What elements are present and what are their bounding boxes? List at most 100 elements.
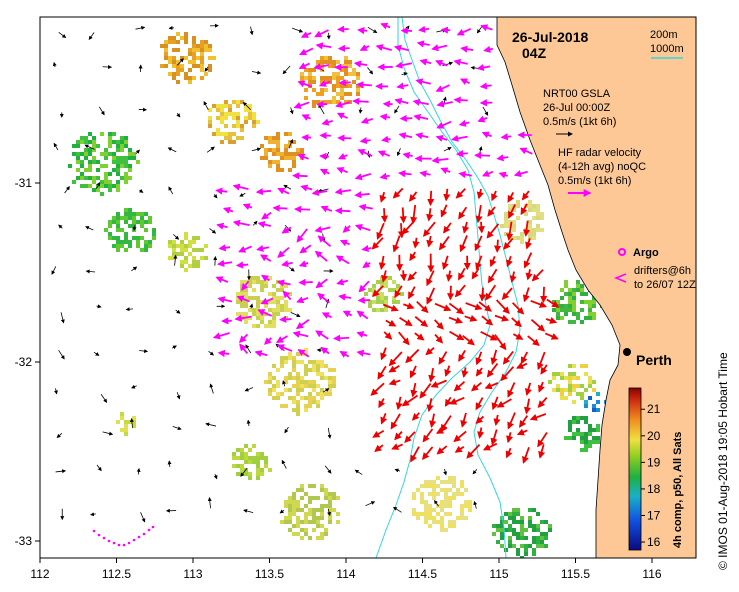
radar-arrow bbox=[507, 412, 516, 430]
sst-pixel bbox=[312, 100, 316, 104]
sst-pixel bbox=[544, 544, 548, 548]
sst-pixel bbox=[288, 528, 292, 532]
radar-arrow bbox=[372, 285, 384, 298]
sst-pixel bbox=[424, 516, 428, 520]
sst-pixel bbox=[244, 120, 248, 124]
gsla-arrow bbox=[279, 509, 285, 514]
sst-pixel bbox=[268, 468, 272, 472]
sst-pixel bbox=[368, 288, 372, 292]
sst-pixel bbox=[112, 160, 116, 164]
sst-pixel bbox=[296, 384, 300, 388]
radar-arrow bbox=[461, 367, 469, 378]
sst-pixel bbox=[252, 280, 256, 284]
sst-pixel bbox=[572, 288, 576, 292]
sst-pixel bbox=[580, 448, 584, 452]
sst-pixel bbox=[268, 136, 272, 140]
sst-pixel bbox=[512, 528, 516, 532]
sst-pixel bbox=[296, 360, 300, 364]
sst-pixel bbox=[296, 392, 300, 396]
sst-pixel bbox=[316, 536, 320, 540]
sst-pixel bbox=[268, 320, 272, 324]
sst-pixel bbox=[432, 492, 436, 496]
radar-arrow bbox=[462, 334, 475, 346]
sst-pixel bbox=[208, 48, 212, 52]
sst-pixel bbox=[516, 200, 520, 204]
sst-pixel bbox=[88, 164, 92, 168]
sst-pixel bbox=[316, 372, 320, 376]
sst-pixel bbox=[592, 316, 596, 320]
sst-pixel bbox=[108, 132, 112, 136]
radar-arrow bbox=[431, 156, 449, 164]
sst-pixel bbox=[552, 376, 556, 380]
sst-pixel bbox=[340, 64, 344, 68]
sst-pixel bbox=[300, 396, 304, 400]
sst-pixel bbox=[260, 144, 264, 148]
sst-pixel bbox=[452, 476, 456, 480]
sst-pixel bbox=[532, 536, 536, 540]
sst-pixel bbox=[448, 500, 452, 504]
sst-pixel bbox=[580, 392, 584, 396]
sst-pixel bbox=[588, 316, 592, 320]
gsla-arrow bbox=[172, 425, 182, 431]
radar-arrow bbox=[319, 168, 330, 176]
radar-arrow bbox=[361, 244, 372, 253]
radar-arrow bbox=[338, 79, 351, 87]
sst-pixel bbox=[240, 136, 244, 140]
radar-arrow bbox=[441, 255, 449, 271]
sst-pixel bbox=[316, 384, 320, 388]
sst-pixel bbox=[424, 504, 428, 508]
sst-pixel bbox=[120, 144, 124, 148]
sst-pixel bbox=[560, 308, 564, 312]
sst-pixel bbox=[112, 216, 116, 220]
sst-pixel bbox=[132, 220, 136, 224]
sst-pixel bbox=[508, 512, 512, 516]
sst-pixel bbox=[172, 244, 176, 248]
sst-pixel bbox=[528, 200, 532, 204]
sst-pixel bbox=[328, 496, 332, 500]
sst-pixel bbox=[68, 164, 72, 168]
sst-pixel bbox=[108, 220, 112, 224]
sst-pixel bbox=[308, 484, 312, 488]
radar-arrow bbox=[354, 191, 370, 199]
radar-arrow bbox=[525, 238, 533, 250]
sst-pixel bbox=[384, 308, 388, 312]
sst-pixel bbox=[220, 104, 224, 108]
sst-pixel bbox=[520, 236, 524, 240]
sst-pixel bbox=[112, 168, 116, 172]
sst-pixel bbox=[424, 480, 428, 484]
sst-pixel bbox=[124, 240, 128, 244]
sst-pixel bbox=[536, 540, 540, 544]
sst-pixel bbox=[284, 132, 288, 136]
radar-arrow bbox=[358, 203, 373, 211]
radar-arrow bbox=[254, 350, 268, 358]
radar-arrow bbox=[360, 117, 374, 124]
sst-pixel bbox=[376, 300, 380, 304]
sst-pixel bbox=[268, 276, 272, 280]
gsla-arrow bbox=[327, 508, 332, 517]
sst-pixel bbox=[460, 480, 464, 484]
x-axis: 112 112.5 113 113.5 114 114.5 115 115.5 116 bbox=[30, 558, 662, 581]
sst-pixel bbox=[184, 256, 188, 260]
sst-pixel bbox=[516, 532, 520, 536]
sst-pixel bbox=[172, 40, 176, 44]
radar-arrow bbox=[337, 44, 350, 52]
sst-pixel bbox=[304, 516, 308, 520]
radar-arrow bbox=[458, 267, 466, 281]
sst-pixel bbox=[100, 132, 104, 136]
sst-pixel bbox=[564, 308, 568, 312]
sst-pixel bbox=[384, 280, 388, 284]
sst-pixel bbox=[176, 80, 180, 84]
sst-pixel bbox=[592, 404, 596, 408]
sst-pixel bbox=[92, 176, 96, 180]
sst-pixel bbox=[232, 116, 236, 120]
radar-arrow bbox=[401, 394, 419, 407]
radar-arrow bbox=[425, 346, 435, 356]
sst-pixel bbox=[204, 244, 208, 248]
radar-arrow bbox=[431, 44, 448, 52]
sst-pixel bbox=[564, 436, 568, 440]
radar-arrow bbox=[485, 284, 497, 301]
sst-pixel bbox=[176, 60, 180, 64]
gsla-arrow bbox=[213, 194, 218, 199]
radar-arrow bbox=[525, 269, 533, 281]
radar-arrow bbox=[433, 319, 444, 330]
